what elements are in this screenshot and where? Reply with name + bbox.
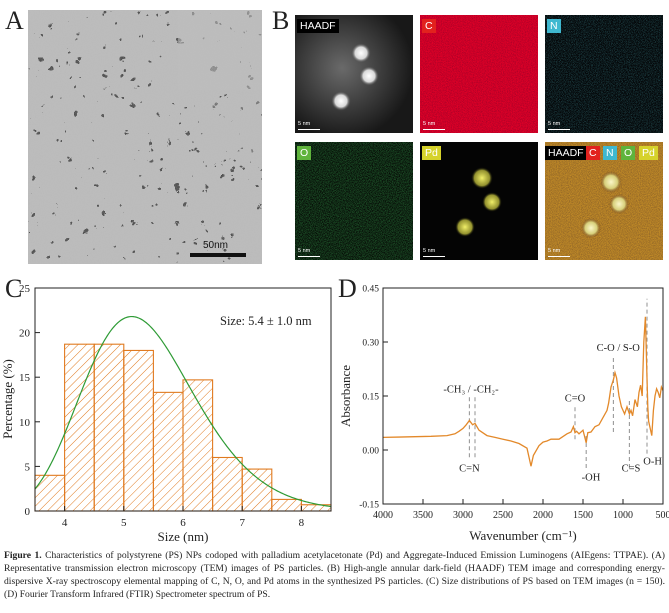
- y-tick-label: 0.15: [362, 393, 379, 403]
- x-tick-label: 4: [62, 517, 68, 529]
- y-tick-label: 20: [19, 328, 31, 340]
- nitrogen-label: N: [547, 19, 561, 33]
- overlay-o-label: O: [621, 146, 636, 160]
- scale-label: 5 nm: [423, 121, 436, 127]
- x-axis-label: Wavenumber (cm⁻¹): [469, 528, 577, 543]
- y-tick-label: 0.00: [362, 447, 379, 457]
- x-tick-label: 2500: [493, 510, 513, 521]
- x-tick-label: 5: [121, 517, 127, 529]
- histogram-bar: [271, 498, 302, 512]
- y-tick-label: 0.45: [362, 285, 379, 295]
- x-tick-label: 2000: [533, 510, 553, 521]
- caption-text: Characteristics of polystyrene (PS) NPs …: [4, 550, 665, 600]
- overlay-pd-label: Pd: [639, 146, 658, 160]
- palladium-label: Pd: [422, 146, 441, 160]
- histogram-bar: [93, 343, 125, 512]
- peak-annotation: -CH₃ / -CH₂-: [443, 384, 499, 395]
- overlay-n-label: N: [603, 146, 617, 160]
- palladium-map: Pd 5 nm: [420, 142, 538, 260]
- tem-scale-bar: [190, 253, 246, 257]
- lognormal-fit-curve: [34, 315, 332, 508]
- ftir-spectrum: 4000 3500 3000 2500 2000 1500 1000 500 -0.15 0.0…: [338, 285, 669, 544]
- carbon-map: C 5 nm: [420, 15, 538, 133]
- y-tick-label: 10: [19, 417, 31, 429]
- ftir-spectrum-line: [382, 316, 664, 467]
- haadf-label: HAADF: [297, 19, 339, 33]
- scale-label: 5 nm: [548, 121, 561, 127]
- figure-caption: Figure 1. Characteristics of polystyrene…: [4, 549, 665, 601]
- scale-bar: [423, 128, 445, 130]
- y-tick-label: -0.15: [359, 501, 379, 511]
- size-annotation: Size: 5.4 ± 1.0 nm: [220, 314, 312, 328]
- overlay-map: HAADF C N O Pd 5 nm: [545, 142, 663, 260]
- panel-label-d: D: [338, 274, 357, 303]
- nitrogen-map: N 5 nm: [545, 15, 663, 133]
- panel-label-c: C: [5, 274, 23, 303]
- x-tick-label: 1500: [573, 510, 593, 521]
- histogram-bar: [241, 468, 273, 512]
- histogram-bar: [182, 379, 214, 512]
- peak-annotation: C=N: [459, 464, 480, 475]
- overlay-haadf-label: HAADF: [545, 146, 587, 160]
- x-tick-label: 1000: [613, 510, 633, 521]
- oxygen-map: O 5 nm: [295, 142, 413, 260]
- carbon-label: C: [422, 19, 436, 33]
- scale-label: 5 nm: [423, 248, 436, 254]
- y-tick-label: 5: [25, 461, 31, 473]
- caption-label: Figure 1.: [4, 550, 42, 561]
- size-histogram: 4 5 6 7 8 0 5 10 15 20 25 Size (nm) Percentage (%…: [0, 283, 332, 544]
- peak-annotation: C=O: [565, 393, 586, 404]
- peak-annotation: C=S: [622, 464, 641, 475]
- scale-bar: [548, 255, 570, 257]
- scale-label: 5 nm: [298, 121, 311, 127]
- y-axis-label: Absorbance: [338, 365, 353, 427]
- overlay-c-label: C: [586, 146, 600, 160]
- y-tick-label: 15: [19, 372, 31, 384]
- scale-bar: [423, 255, 445, 257]
- x-axis-label: Size (nm): [158, 529, 209, 544]
- panel-label-a: A: [5, 6, 24, 35]
- histogram-bar: [212, 456, 243, 512]
- peak-annotation: -OH: [582, 473, 601, 484]
- scale-label: 5 nm: [298, 248, 311, 254]
- histogram-bar: [152, 391, 184, 512]
- x-tick-label: 4000: [373, 510, 393, 521]
- x-tick-label: 7: [239, 517, 245, 529]
- y-tick-label: 0.30: [362, 339, 379, 349]
- x-tick-label: 3000: [453, 510, 473, 521]
- oxygen-label: O: [297, 146, 312, 160]
- scale-label: 5 nm: [548, 248, 561, 254]
- histogram-bar: [64, 343, 95, 512]
- y-axis-label: Percentage (%): [0, 359, 15, 439]
- scale-bar: [298, 128, 320, 130]
- peak-annotation: C-O / S-O: [597, 343, 641, 354]
- scale-bar: [298, 255, 320, 257]
- tem-scale-label: 50nm: [203, 240, 229, 251]
- scale-bar: [548, 128, 570, 130]
- y-tick-label: 25: [19, 283, 31, 295]
- histogram-bar: [34, 474, 66, 512]
- peak-annotation: O-H: [643, 456, 662, 467]
- haadf-map: HAADF 5 nm: [295, 15, 413, 133]
- y-tick-label: 0: [25, 506, 31, 518]
- panel-label-b: B: [272, 6, 290, 35]
- x-tick-label: 8: [299, 517, 305, 529]
- histogram-bar: [123, 349, 154, 512]
- tem-micrograph: [28, 10, 262, 264]
- x-tick-label: 500: [656, 510, 669, 521]
- x-tick-label: 3500: [413, 510, 433, 521]
- x-tick-label: 6: [180, 517, 186, 529]
